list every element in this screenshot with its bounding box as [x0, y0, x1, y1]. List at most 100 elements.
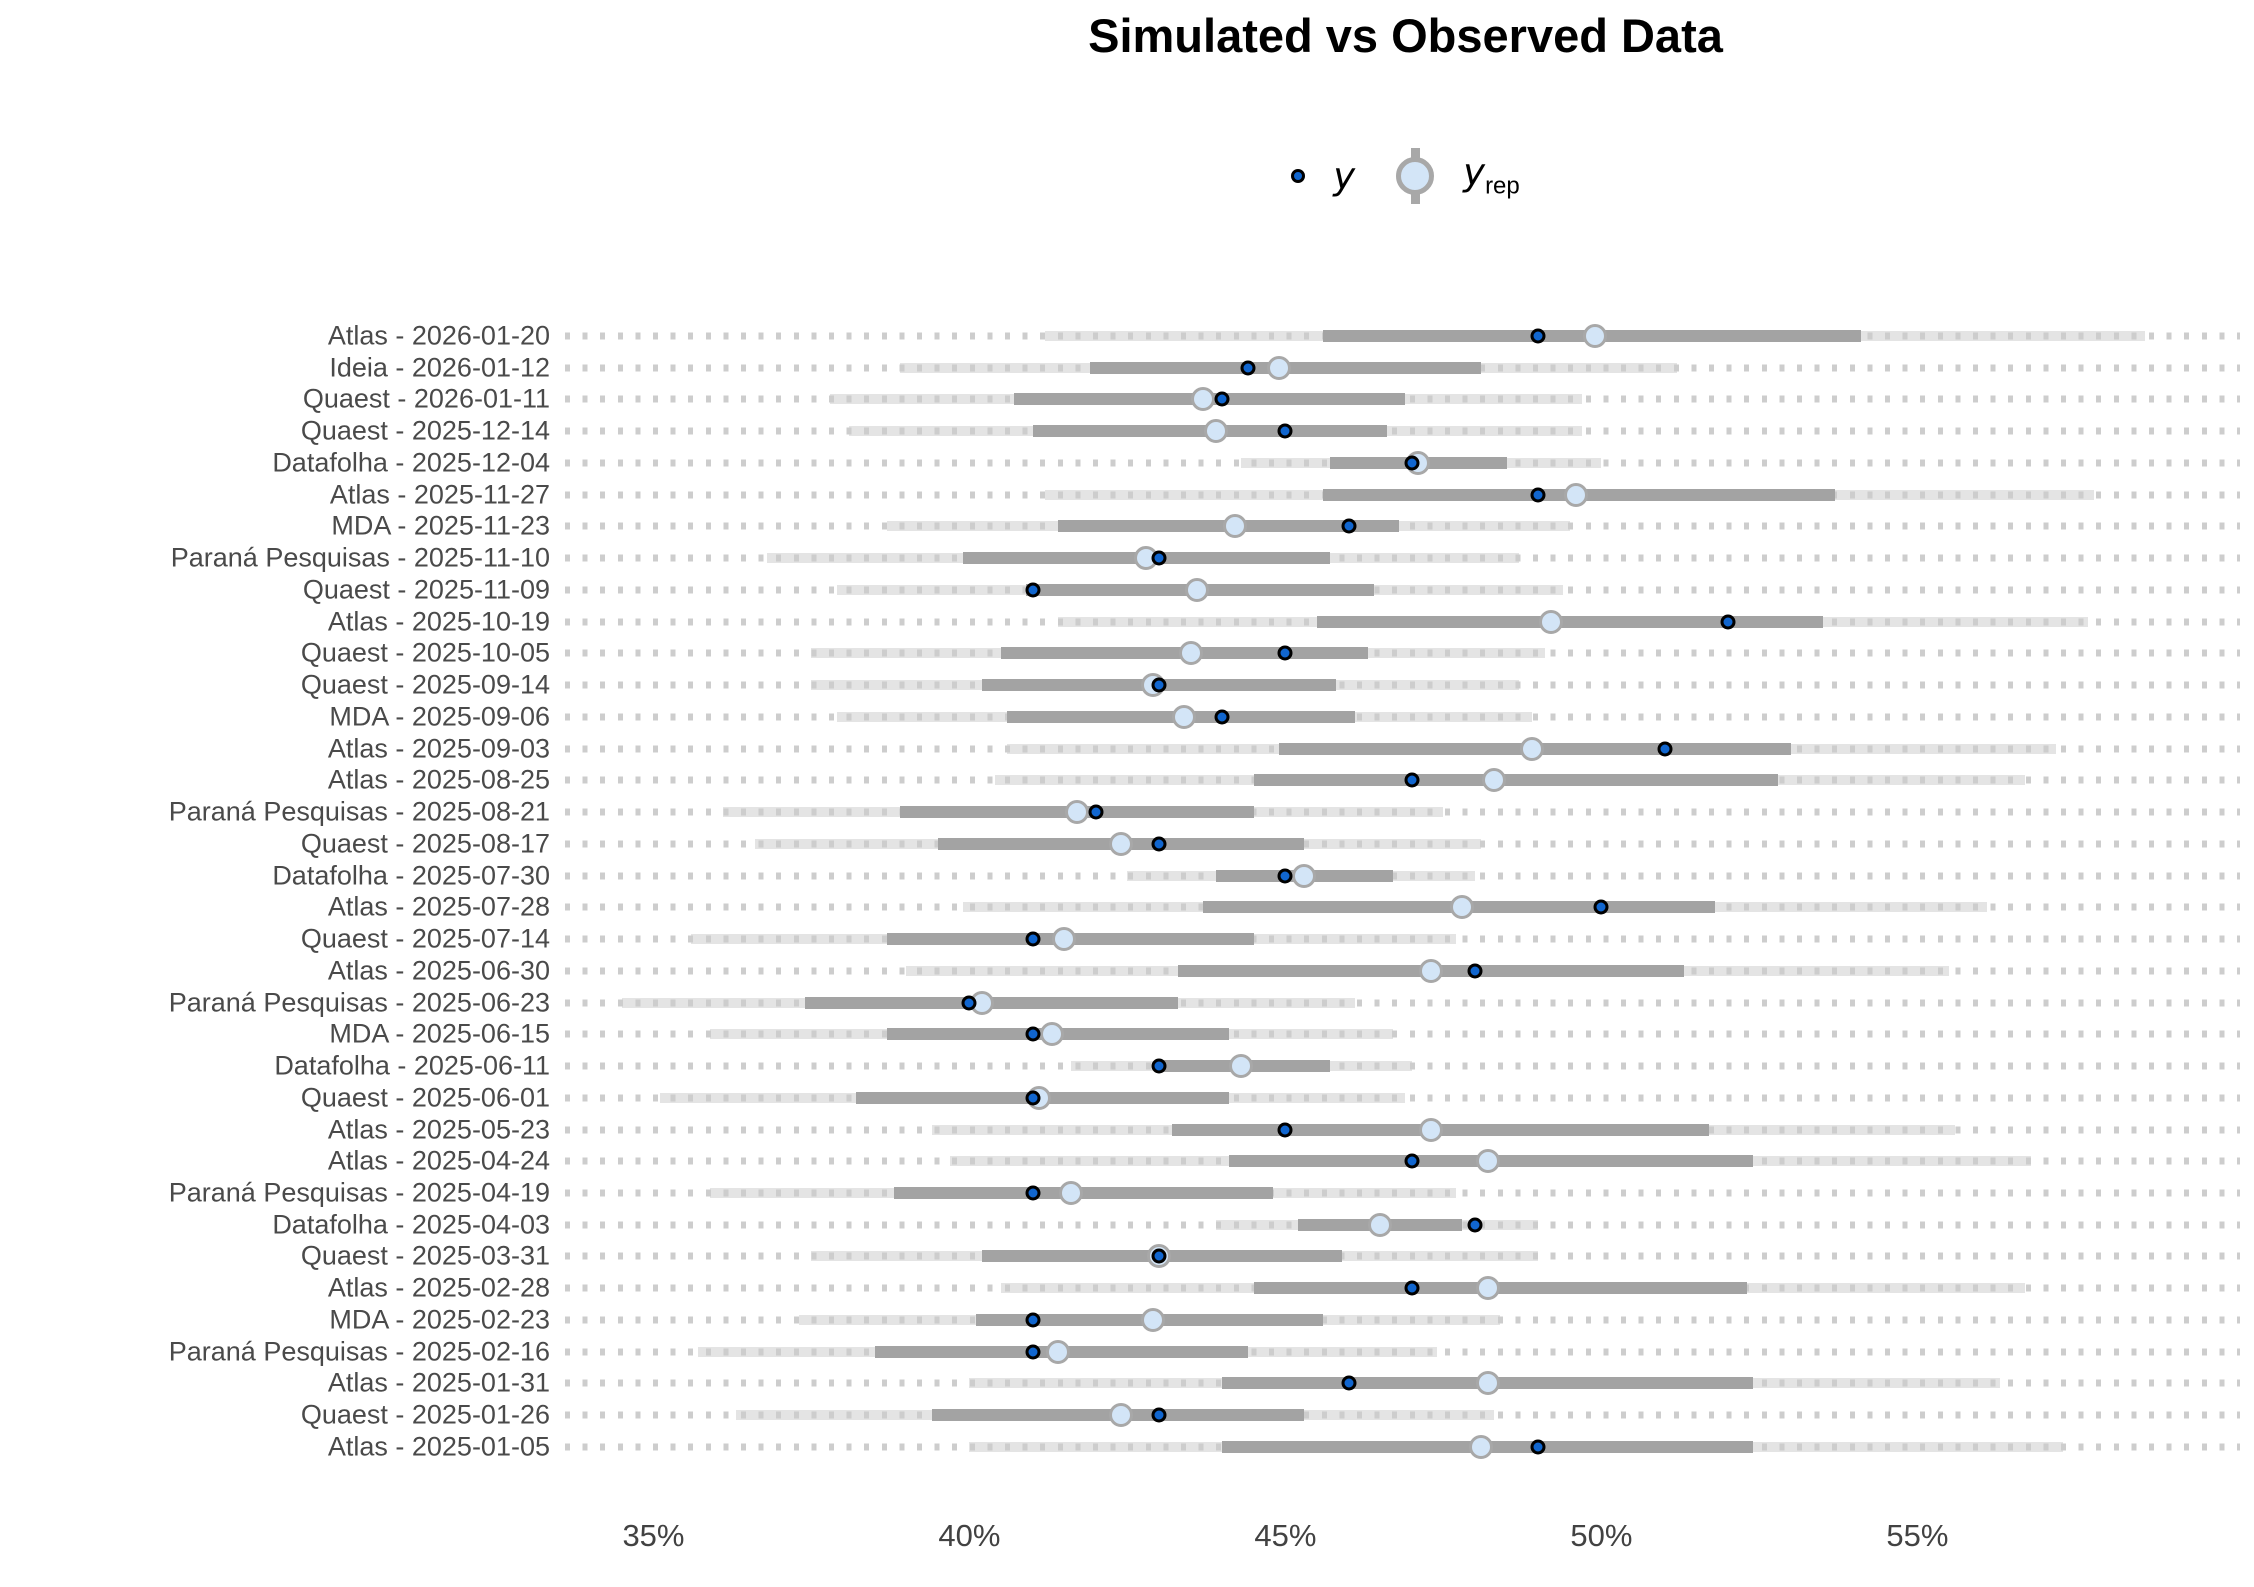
y-axis-tick-label: Datafolha - 2025-12-04: [272, 447, 550, 478]
interval-row: [565, 574, 2246, 606]
yrep-point: [1191, 387, 1216, 412]
y-axis-tick-label: Quaest - 2025-07-14: [300, 923, 550, 954]
yrep-point: [1267, 355, 1292, 380]
y-observed-point: [1530, 328, 1546, 344]
yrep-point-swatch: [1396, 157, 1435, 195]
interval-row: [565, 320, 2246, 352]
y-axis-tick-label: Atlas - 2025-08-25: [327, 764, 550, 795]
y-observed-point: [1341, 518, 1357, 534]
y-axis-tick-label: Quaest - 2025-11-09: [302, 574, 550, 605]
interval-row: [565, 955, 2246, 987]
yrep-point: [1039, 1022, 1064, 1047]
y-axis-tick-label: Atlas - 2025-07-28: [327, 891, 550, 922]
interval-row: [565, 606, 2246, 638]
interval-row: [565, 1114, 2246, 1146]
y-axis-tick-label: Atlas - 2025-06-30: [327, 955, 550, 986]
y-observed-point: [1151, 550, 1167, 566]
y-axis-tick-label: Atlas - 2025-09-03: [327, 733, 550, 764]
yrep-point: [1481, 768, 1506, 793]
interval-row: [565, 891, 2246, 923]
y-observed-point: [1404, 455, 1420, 471]
dotted-gridline: [565, 1252, 2240, 1260]
y-axis-tick-label: MDA - 2025-06-15: [329, 1018, 550, 1049]
plot-panel: [565, 304, 2246, 1467]
x-axis-tick-label: 45%: [1254, 1518, 1317, 1553]
y-axis-tick-label: Quaest - 2025-09-14: [300, 669, 550, 700]
interval-row: [565, 923, 2246, 955]
y-observed-point: [1151, 1058, 1167, 1074]
y-axis-tick-label: Paraná Pesquisas - 2025-04-19: [168, 1177, 550, 1208]
x-axis-labels: 35% 40% 45% 50% 55%: [0, 1518, 2254, 1558]
y-axis-tick-label: Quaest - 2025-01-26: [300, 1399, 550, 1430]
interval-row: [565, 701, 2246, 733]
interval-row: [565, 1367, 2246, 1399]
y-observed-point: [1151, 836, 1167, 852]
y-observed-point: [1214, 709, 1230, 725]
y-observed-point: [1404, 1153, 1420, 1169]
y-observed-point: [1277, 868, 1293, 884]
interval-row: [565, 860, 2246, 892]
y-observed-point: [1088, 804, 1104, 820]
interval-row: [565, 1272, 2246, 1304]
x-axis-tick-label: 55%: [1886, 1518, 1949, 1553]
yrep-point: [1519, 736, 1544, 761]
y-axis-tick-label: Quaest - 2026-01-11: [302, 383, 550, 414]
dotted-gridline: [565, 808, 2240, 816]
y-observed-point: [1277, 423, 1293, 439]
y-observed-point: [1151, 677, 1167, 693]
yrep-point: [1368, 1212, 1393, 1237]
y-observed-point: [1214, 391, 1230, 407]
interval-row: [565, 510, 2246, 542]
dotted-gridline: [565, 840, 2240, 848]
x-axis-tick-label: 35%: [622, 1518, 685, 1553]
yrep-point: [1222, 514, 1247, 539]
interval-row: [565, 1018, 2246, 1050]
y-axis-tick-label: MDA - 2025-09-06: [329, 701, 550, 732]
interval-row: [565, 1050, 2246, 1082]
y-observed-point: [1530, 487, 1546, 503]
yrep-point: [1045, 1339, 1070, 1364]
y-observed-point: [1277, 1122, 1293, 1137]
x-axis-tick-label: 40%: [938, 1518, 1001, 1553]
yrep-point: [1229, 1054, 1254, 1079]
dotted-gridline: [565, 872, 2240, 880]
y-axis-tick-label: Atlas - 2026-01-20: [327, 320, 550, 351]
dotted-gridline: [565, 1030, 2240, 1038]
y-axis-tick-label: Quaest - 2025-10-05: [300, 637, 550, 668]
interval-row: [565, 383, 2246, 415]
y-observed-point: [1530, 1439, 1546, 1455]
y-axis-tick-label: Atlas - 2025-04-24: [327, 1145, 550, 1176]
inner-interval-bar: [1253, 1282, 1747, 1295]
yrep-interval-swatch: [1395, 146, 1435, 206]
interval-row: [565, 1240, 2246, 1272]
y-axis-tick-label: Datafolha - 2025-06-11: [274, 1050, 550, 1081]
y-axis-tick-label: Atlas - 2025-10-19: [327, 606, 550, 637]
legend-item-y: y: [1291, 155, 1355, 198]
dotted-gridline: [565, 713, 2240, 721]
x-axis-tick-label: 50%: [1570, 1518, 1633, 1553]
y-axis-tick-label: Ideia - 2026-01-12: [329, 352, 550, 383]
y-axis-tick-label: Atlas - 2025-05-23: [327, 1114, 550, 1144]
y-observed-point: [1240, 360, 1255, 376]
yrep-point: [1184, 577, 1209, 602]
dotted-gridline: [565, 1189, 2240, 1197]
interval-row: [565, 669, 2246, 701]
dotted-gridline: [565, 522, 2240, 530]
dotted-gridline: [565, 999, 2240, 1007]
y-observed-point: [1151, 1248, 1167, 1264]
interval-row: [565, 415, 2246, 447]
y-axis-tick-label: MDA - 2025-02-23: [329, 1304, 550, 1335]
y-axis-tick-label: Quaest - 2025-12-14: [300, 415, 550, 446]
yrep-point: [1058, 1180, 1083, 1205]
yrep-point: [1538, 609, 1563, 634]
dotted-gridline: [565, 1062, 2240, 1070]
yrep-point: [1418, 1117, 1443, 1142]
interval-row: [565, 1399, 2246, 1431]
y-axis-tick-label: Quaest - 2025-06-01: [300, 1082, 550, 1113]
interval-row: [565, 352, 2246, 384]
interval-row: [565, 1336, 2246, 1368]
y-observed-point: [1025, 1344, 1041, 1360]
y-axis-tick-label: Paraná Pesquisas - 2025-11-10: [170, 542, 550, 573]
interval-row: [565, 1304, 2246, 1336]
